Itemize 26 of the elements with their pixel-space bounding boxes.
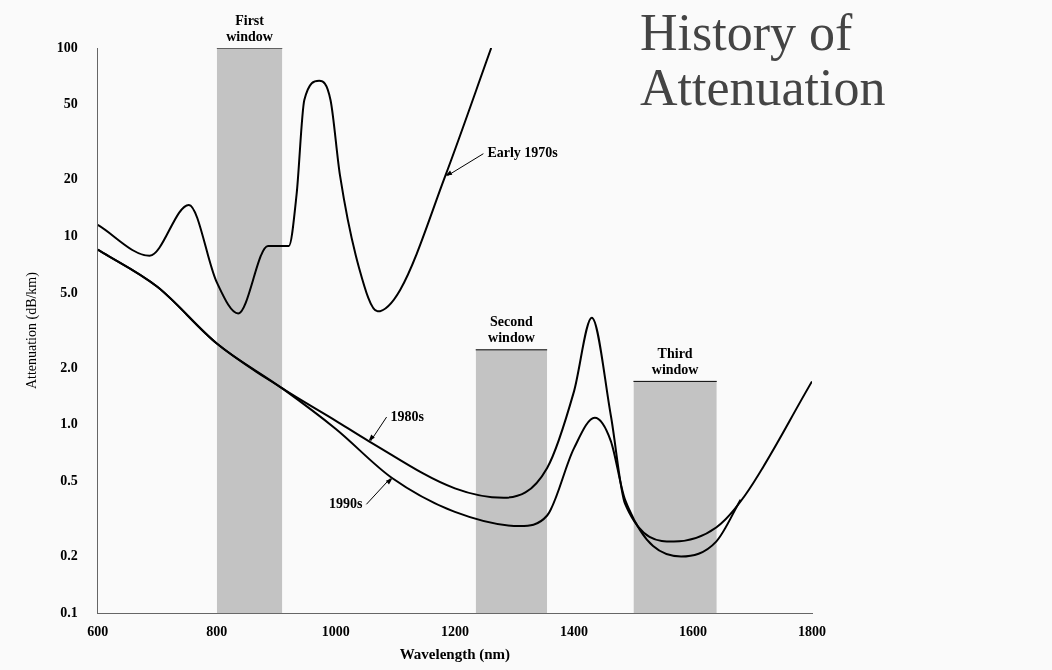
y-axis-title: Attenuation (dB/km)	[24, 271, 41, 390]
y-tick-label: 1.0	[60, 416, 78, 432]
x-tick-label: 1600	[678, 624, 707, 640]
x-tick-label: 800	[206, 624, 228, 640]
annotation: Second window	[488, 314, 536, 346]
y-tick-label: 20	[63, 171, 78, 187]
y-tick-label: 50	[63, 96, 78, 112]
x-tick-label: 1000	[321, 624, 350, 640]
x-axis-title: Wavelength (nm)	[399, 645, 511, 663]
x-tick-label: 1800	[798, 624, 826, 640]
y-tick-label: 2.0	[60, 359, 78, 375]
series-label: 1980s	[390, 408, 425, 424]
annotation: Third window	[651, 345, 700, 377]
x-tick-label: 1200	[440, 624, 469, 640]
y-tick-label: 0.1	[60, 604, 78, 620]
annotation: First window	[226, 12, 274, 44]
x-tick-label: 600	[87, 624, 109, 640]
y-tick-label: 0.2	[60, 548, 78, 564]
y-tick-label: 5.0	[60, 284, 78, 300]
y-tick-label: 0.5	[60, 473, 78, 489]
x-tick-label: 1400	[559, 624, 588, 640]
text: Early 1970s	[487, 145, 559, 161]
chart-title: History of Attenuation	[640, 4, 887, 116]
y-tick-label: 100	[56, 39, 78, 55]
text: 1990s	[328, 495, 363, 511]
y-tick-label: 10	[63, 228, 78, 244]
